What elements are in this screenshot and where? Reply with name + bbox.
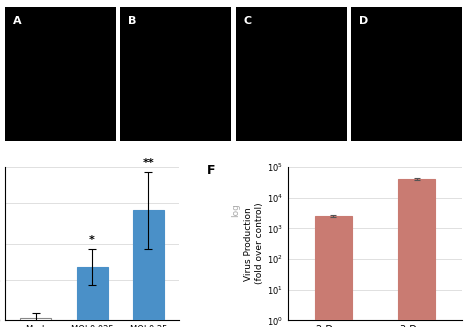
Text: D: D: [359, 16, 368, 26]
Text: F: F: [207, 164, 216, 177]
Bar: [77, 267, 107, 320]
Bar: [20, 318, 51, 320]
Text: log: log: [231, 203, 240, 217]
Bar: [315, 216, 352, 327]
Text: B: B: [128, 16, 136, 26]
Bar: [398, 179, 435, 327]
Bar: [133, 210, 164, 320]
Y-axis label: Virus Production
(fold over control): Virus Production (fold over control): [244, 203, 264, 284]
Text: *: *: [89, 235, 95, 245]
Text: A: A: [13, 16, 21, 26]
Text: **: **: [142, 158, 154, 168]
Text: C: C: [243, 16, 252, 26]
